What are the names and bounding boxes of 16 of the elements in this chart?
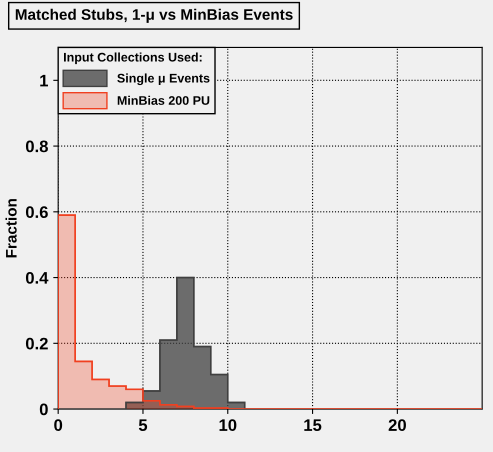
x-tick-label: 5: [138, 419, 148, 432]
x-tick-label: 15: [304, 419, 322, 432]
legend-title: Input Collections Used:: [64, 52, 202, 64]
x-tick-label: 20: [388, 419, 406, 432]
y-tick-label: 1: [40, 74, 48, 86]
y-tick-label: 0: [40, 403, 48, 416]
y-axis-title: Fraction: [5, 199, 17, 258]
x-tick-label: 10: [220, 419, 236, 432]
y-tick-label: 0.2: [26, 338, 48, 350]
legend-label: MinBias 200 PU: [118, 96, 210, 105]
y-tick-label: 0.8: [26, 140, 48, 152]
x-tick-label: 0: [54, 419, 62, 432]
y-tick-label: 0.4: [26, 272, 48, 284]
legend-label: Single μ Events: [117, 73, 210, 86]
chart-title: Matched Stubs, 1-μ vs MinBias Events: [16, 8, 293, 23]
y-tick-label: 0.6: [26, 206, 48, 218]
